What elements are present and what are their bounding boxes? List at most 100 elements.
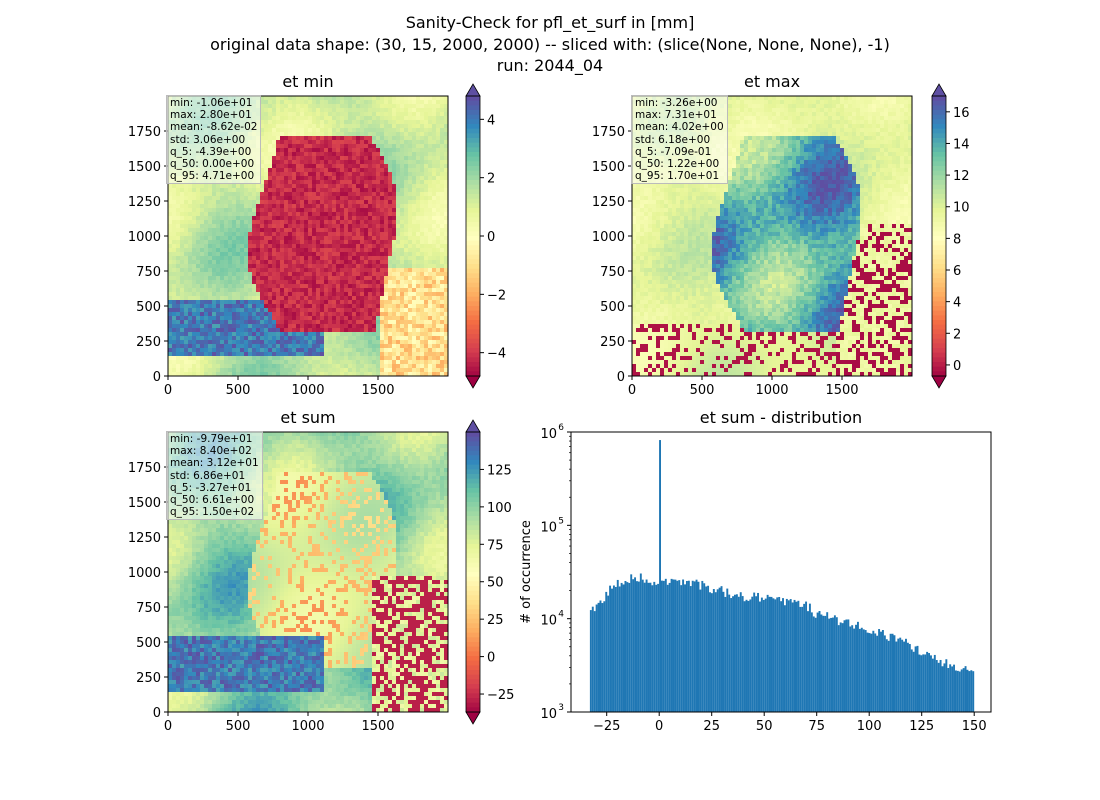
colorbar-band [466, 623, 480, 629]
colorbar-band [932, 198, 946, 204]
y-tick-label: 1750 [128, 461, 161, 476]
colorbar-band [466, 665, 480, 671]
colorbar-band [932, 189, 946, 195]
colorbar-band [932, 250, 946, 256]
histogram-bar [954, 670, 957, 712]
stat-q95: q_95: 1.50e+02 [170, 506, 255, 519]
colorbar-tick-label: 4 [487, 113, 495, 128]
x-tick-label: 1500 [361, 719, 394, 734]
colorbar-extend-top [465, 83, 481, 97]
colorbar-band [932, 156, 946, 162]
colorbar-band [466, 520, 480, 526]
colorbar-band [466, 357, 480, 363]
y-tick-label: 1250 [128, 195, 161, 210]
colorbar-band [466, 362, 480, 368]
histogram-bar [903, 641, 906, 712]
axes-frame [570, 431, 992, 713]
colorbar-band [466, 198, 480, 204]
colorbar-band [932, 114, 946, 120]
histogram-bar [664, 578, 667, 712]
x-tick-label: 1000 [291, 383, 324, 398]
colorbar-extend-top [931, 83, 947, 97]
histogram-bar [614, 586, 617, 712]
histogram-bar [618, 586, 621, 712]
colorbar-band [466, 567, 480, 573]
colorbar-extend-bottom [931, 375, 947, 389]
colorbar-band [466, 133, 480, 139]
colorbar-band [466, 478, 480, 484]
colorbar-band [466, 371, 480, 377]
y-tick-label: 750 [600, 265, 625, 280]
histogram-bar [758, 601, 761, 712]
histogram-bar [905, 638, 907, 712]
colorbar-extend-bottom [465, 711, 481, 725]
histogram-bar [645, 579, 648, 712]
histogram-bar [791, 602, 794, 712]
histogram-bar [808, 603, 811, 712]
histogram-bar [851, 625, 854, 712]
y-tick-label: 1000 [128, 566, 161, 581]
stat-q5: q_5: -7.09e-01 [635, 145, 712, 158]
colorbar-tick-label: 2 [487, 172, 495, 187]
y-tick-label: 500 [136, 300, 161, 315]
stat-q95: q_95: 4.71e+00 [170, 170, 255, 183]
colorbar-band [466, 502, 480, 508]
colorbar-band [466, 707, 480, 713]
histogram-bar [716, 589, 719, 712]
histogram-bar [814, 617, 817, 712]
histogram-bar [762, 599, 765, 712]
colorbar-band [466, 436, 480, 442]
colorbar-band [466, 180, 480, 186]
histogram-bar [599, 600, 602, 712]
colorbar-frame [465, 431, 481, 713]
colorbar-band [932, 180, 946, 186]
histogram-bar [891, 633, 894, 712]
histogram-bar [835, 617, 838, 712]
histogram-bar [862, 629, 865, 712]
histogram-bar [818, 611, 821, 712]
histogram-bar [972, 671, 975, 712]
colorbar-band [466, 264, 480, 270]
histogram-bar [660, 580, 663, 712]
histogram-bar [684, 584, 686, 712]
colorbar-band [466, 525, 480, 531]
colorbar-band [466, 338, 480, 344]
histogram-bar [705, 586, 708, 712]
x-tick-label: −25 [593, 719, 620, 734]
histogram-bar [597, 602, 600, 712]
histogram-bar [899, 637, 902, 712]
histogram-bar [697, 581, 700, 712]
histogram-bar [747, 600, 750, 712]
x-tick-label: 50 [756, 719, 773, 734]
colorbar-band [932, 352, 946, 358]
y-tick-label: 1500 [592, 160, 625, 175]
histogram-bar [856, 621, 859, 712]
colorbar-band [466, 432, 480, 438]
colorbar-band [932, 161, 946, 167]
colorbar-band [466, 166, 480, 172]
colorbar-tick-label: 4 [953, 296, 961, 311]
figure-title-line-2: original data shape: (30, 15, 2000, 2000… [210, 35, 890, 54]
histogram-bar [649, 582, 652, 712]
colorbar-band [932, 278, 946, 284]
histogram-bar [937, 662, 940, 712]
histogram-bar [839, 622, 842, 712]
colorbar-tick-label: −2 [487, 288, 506, 303]
histogram-bar [916, 645, 919, 712]
colorbar-band [932, 147, 946, 153]
colorbar-band [466, 217, 480, 223]
stats-box-et-min: min: -1.06e+01 max: 2.80e+01 mean: -8.62… [166, 95, 262, 185]
panel-title-et-min: et min [282, 72, 334, 91]
colorbar-band [466, 511, 480, 517]
colorbar-band [932, 170, 946, 176]
histogram-bar [949, 664, 952, 712]
colorbar-band [466, 642, 480, 648]
y-tick-label: 1250 [592, 195, 625, 210]
colorbar-band [466, 236, 480, 242]
histogram-bar [745, 599, 748, 712]
colorbar-band [466, 100, 480, 106]
histogram-bar [760, 597, 763, 712]
colorbar-tick-label: 2 [953, 327, 961, 342]
colorbar-band [466, 586, 480, 592]
y-tick-label: 1000 [128, 230, 161, 245]
